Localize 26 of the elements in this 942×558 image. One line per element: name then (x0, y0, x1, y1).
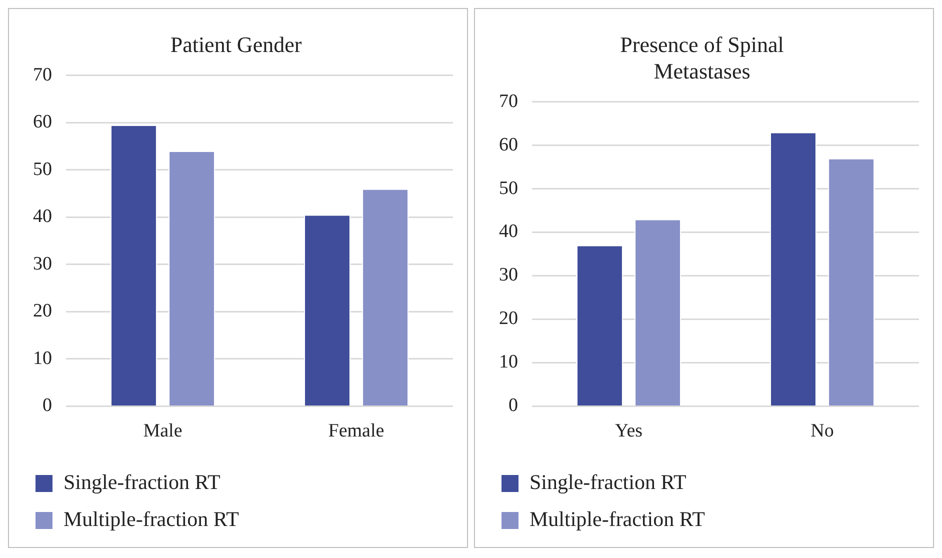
y-tick-label: 60 (499, 134, 518, 156)
y-tick-label: 50 (33, 158, 52, 180)
legend-label: Single-fraction RT (64, 470, 220, 494)
y-tick-label: 40 (33, 206, 52, 228)
x-tick-label: Male (143, 420, 182, 442)
y-tick-label: 40 (499, 221, 518, 242)
legend-label: Single-fraction RT (530, 470, 686, 494)
chart-title: Presence of Spinal Metastases (620, 32, 784, 84)
y-tick-label: 20 (499, 308, 518, 330)
y-tick-label: 60 (33, 112, 52, 133)
chart-title: Patient Gender (170, 32, 302, 57)
legend-label: Multiple-fraction RT (64, 507, 240, 532)
x-tick-label: Female (328, 420, 384, 442)
y-tick-label: 10 (33, 348, 52, 369)
y-tick-label: 50 (499, 178, 518, 199)
y-tick-label: 30 (499, 264, 518, 286)
y-tick-label: 0 (508, 395, 518, 416)
legend-label: Multiple-fraction RT (530, 507, 706, 532)
x-tick-label: Yes (614, 420, 643, 442)
y-tick-label: 70 (33, 64, 52, 86)
y-tick-label: 70 (499, 90, 518, 112)
y-tick-label: 20 (33, 300, 52, 322)
y-tick-label: 30 (33, 253, 52, 274)
y-tick-label: 0 (42, 395, 52, 416)
x-tick-label: No (810, 420, 834, 442)
y-tick-label: 10 (499, 352, 518, 373)
